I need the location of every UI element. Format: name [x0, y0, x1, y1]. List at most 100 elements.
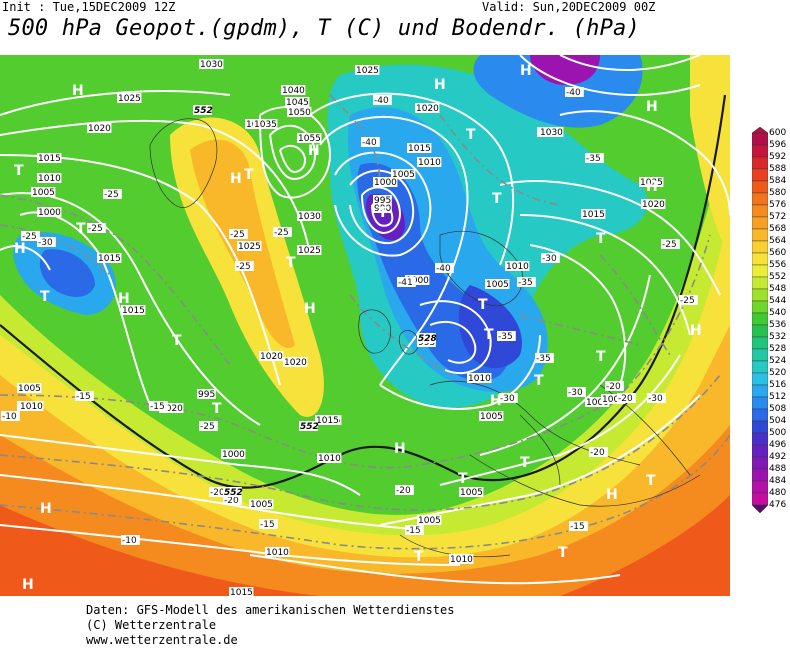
- colorbar-swatch: [752, 132, 768, 146]
- colorbar: [752, 127, 768, 514]
- colorbar-label: 504: [769, 416, 787, 426]
- pressure-label: 1030: [540, 128, 563, 138]
- low-pressure-center: T: [646, 473, 656, 489]
- pressure-label-bg: [417, 157, 442, 167]
- colorbar-swatch: [752, 360, 768, 374]
- footer-source: Daten: GFS-Modell des amerikanischen Wet…: [86, 603, 455, 617]
- pressure-label: 1025: [118, 94, 141, 104]
- geopotential-label: 552: [300, 422, 319, 432]
- pressure-label: 1000: [38, 208, 61, 218]
- cold-pool-west-core: [39, 249, 95, 297]
- temperature-label: -35: [498, 332, 513, 342]
- colorbar-swatch: [752, 312, 768, 326]
- temperature-label-bg: [589, 447, 608, 457]
- low-pressure-center: T: [478, 297, 488, 313]
- temperature-label: -25: [274, 228, 289, 238]
- colorbar-label: 556: [769, 260, 787, 270]
- high-pressure-center: H: [14, 241, 26, 257]
- colorbar-swatch: [752, 300, 768, 314]
- colorbar-swatch: [752, 144, 768, 158]
- temperature-label: -15: [570, 522, 585, 532]
- low-pressure-center: T: [534, 373, 544, 389]
- map-title: 500 hPa Geopot.(gpdm), T (C) und Bodendr…: [8, 16, 640, 41]
- pressure-label-bg: [317, 453, 342, 463]
- high-pressure-center: H: [606, 487, 618, 503]
- temperature-label: -25: [236, 262, 251, 272]
- colorbar-label: 600: [769, 128, 787, 138]
- pressure-label: 1005: [418, 516, 441, 526]
- pressure-label-bg: [287, 107, 312, 117]
- geopotential-label: 528: [418, 334, 437, 344]
- low-pressure-center: T: [286, 255, 296, 271]
- colorbar-swatch: [752, 336, 768, 350]
- pressure-label-bg: [297, 245, 322, 255]
- temperature-label: -25: [88, 224, 103, 234]
- field-band-584-west: [0, 505, 320, 596]
- colorbar-top-arrow: [752, 127, 768, 134]
- colorbar-label: 492: [769, 452, 787, 462]
- colorbar-label: 568: [769, 224, 787, 234]
- temperature-label-bg: [569, 521, 588, 531]
- colorbar-swatch: [752, 480, 768, 494]
- pressure-label: 1005: [250, 500, 273, 510]
- temperature-label-bg: [1, 411, 20, 421]
- temperature-label-bg: [87, 223, 106, 233]
- temperature-label: -25: [230, 230, 245, 240]
- pressure-label: 1000: [406, 276, 429, 286]
- colorbar-label: 576: [769, 200, 787, 210]
- colorbar-swatch: [752, 408, 768, 422]
- temperature-label-bg: [75, 391, 94, 401]
- low-pressure-center: T: [596, 349, 606, 365]
- pressure-label-bg: [355, 65, 380, 75]
- init-time: Init : Tue,15DEC2009 12Z: [2, 0, 176, 14]
- pressure-label-bg: [459, 487, 484, 497]
- high-pressure-center: H: [646, 99, 658, 115]
- temperature-label: -40: [362, 138, 377, 148]
- temperature-label: -20: [396, 486, 411, 496]
- temperature-label: -40: [374, 96, 389, 106]
- temperature-label: -20: [606, 382, 621, 392]
- pressure-label: 1005: [460, 488, 483, 498]
- temperature-label-bg: [499, 393, 518, 403]
- colorbar-swatch: [752, 264, 768, 278]
- warm-east: [690, 55, 730, 255]
- temperature-label-bg: [395, 485, 414, 495]
- pressure-label-bg: [485, 279, 510, 289]
- colorbar-label: 476: [769, 500, 787, 510]
- colorbar-swatch: [752, 276, 768, 290]
- pressure-label-bg: [37, 173, 62, 183]
- temperature-label-bg: [259, 519, 278, 529]
- pressure-label-bg: [259, 351, 284, 361]
- temperature-label-bg: [149, 401, 168, 411]
- pressure-label-bg: [415, 103, 440, 113]
- pressure-label-bg: [265, 547, 290, 557]
- low-pressure-center: T: [40, 289, 50, 305]
- geopotential-label-bg: [417, 333, 436, 343]
- colorbar-swatch: [752, 192, 768, 206]
- isobars: [0, 55, 730, 585]
- temperature-label-bg: [541, 253, 560, 263]
- pressure-label-bg: [297, 211, 322, 221]
- pressure-label: 1000: [586, 398, 609, 408]
- colorbar-swatch: [752, 168, 768, 182]
- pressure-label-bg: [373, 177, 398, 187]
- pressure-label-bg: [197, 389, 216, 399]
- temperature-label: -15: [76, 392, 91, 402]
- pressure-label: 1045: [286, 98, 309, 108]
- temperature-label: -25: [104, 190, 119, 200]
- temperature-label: -10: [2, 412, 17, 422]
- temperature-label-bg: [565, 87, 584, 97]
- low-pressure-center: T: [466, 127, 476, 143]
- temperature-label-bg: [199, 421, 218, 431]
- pressure-label: 1005: [480, 412, 503, 422]
- high-pressure-center: H: [22, 577, 34, 593]
- pressure-label-bg: [37, 153, 62, 163]
- pressure-label-bg: [97, 253, 122, 263]
- temperature-label-bg: [121, 535, 140, 545]
- pressure-label: 1020: [160, 404, 183, 414]
- temperature-label: -30: [648, 394, 663, 404]
- temperature-label: -25: [662, 240, 677, 250]
- pressure-label: 1005: [18, 384, 41, 394]
- temperature-label-bg: [103, 189, 122, 199]
- temperature-label-bg: [373, 95, 392, 105]
